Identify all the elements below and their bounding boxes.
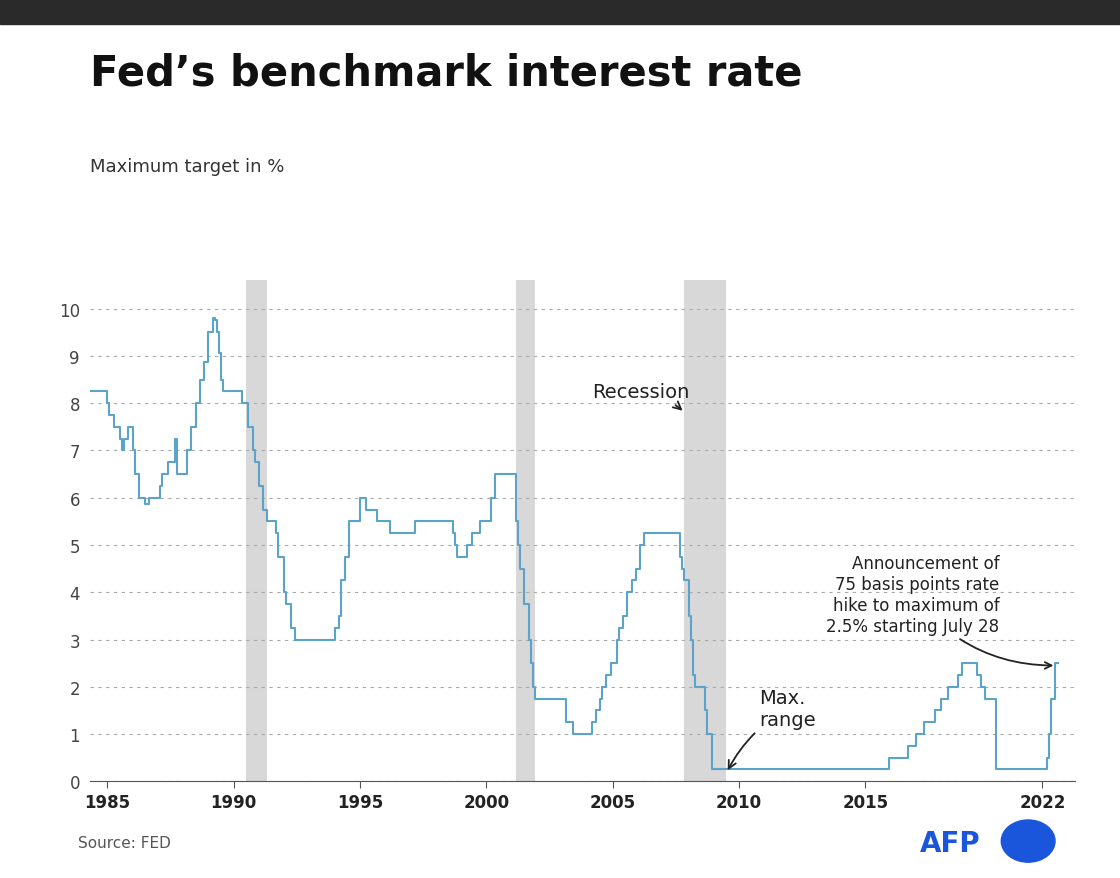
Bar bbox=[516, 281, 535, 781]
Text: Source: FED: Source: FED bbox=[78, 835, 171, 851]
Text: AFP: AFP bbox=[920, 829, 980, 857]
Text: Recession: Recession bbox=[592, 383, 690, 410]
Text: Announcement of
75 basis points rate
hike to maximum of
2.5% starting July 28: Announcement of 75 basis points rate hik… bbox=[827, 555, 1052, 669]
Bar bbox=[246, 281, 267, 781]
Text: Fed’s benchmark interest rate: Fed’s benchmark interest rate bbox=[90, 53, 802, 95]
Text: Max.
range: Max. range bbox=[729, 687, 816, 768]
Text: Maximum target in %: Maximum target in % bbox=[90, 158, 284, 176]
Bar bbox=[684, 281, 727, 781]
